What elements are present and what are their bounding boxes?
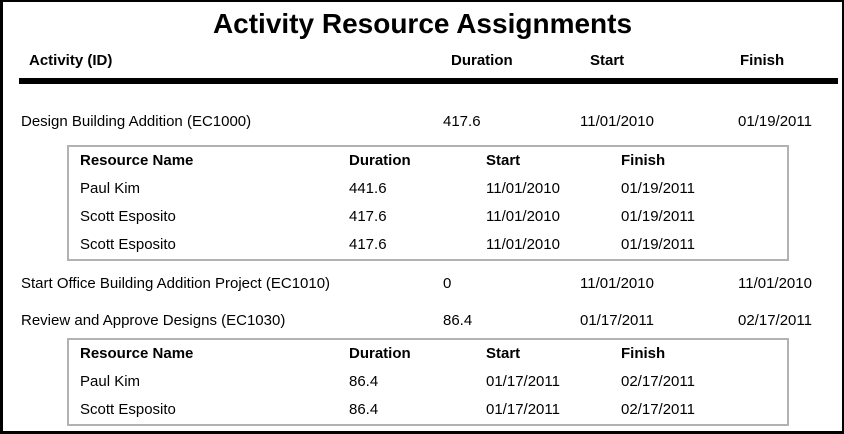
activity-start-cell: 01/17/2011: [580, 312, 654, 329]
resource-row: Scott Esposito 417.6 11/01/2010 01/19/20…: [69, 203, 787, 231]
activity-row: Design Building Addition (EC1000) 417.6 …: [3, 113, 842, 130]
resource-start-cell: 01/17/2011: [486, 401, 560, 418]
resource-header-finish: Finish: [621, 152, 666, 169]
column-header-row: Activity (ID) Duration Start Finish: [3, 52, 842, 69]
activity-name-cell: Design Building Addition (EC1000): [21, 113, 252, 130]
resource-finish-cell: 02/17/2011: [621, 373, 695, 390]
activity-row: Start Office Building Addition Project (…: [3, 275, 842, 292]
resource-name-cell: Scott Esposito: [80, 401, 176, 418]
resource-duration-cell: 441.6: [349, 180, 387, 197]
resource-row: Scott Esposito 86.4 01/17/2011 02/17/201…: [69, 396, 787, 424]
resource-start-cell: 11/01/2010: [486, 180, 560, 197]
activity-start-cell: 11/01/2010: [580, 275, 654, 292]
activity-duration-cell: 0: [443, 275, 452, 292]
resource-finish-cell: 01/19/2011: [621, 236, 695, 253]
resource-header-duration: Duration: [349, 345, 411, 362]
resource-name-cell: Scott Esposito: [80, 236, 176, 253]
resource-header-finish: Finish: [621, 345, 666, 362]
activity-finish-cell: 02/17/2011: [738, 312, 812, 329]
resource-duration-cell: 86.4: [349, 373, 379, 390]
resource-finish-cell: 01/19/2011: [621, 180, 695, 197]
resource-header-name: Resource Name: [80, 345, 194, 362]
column-header-start: Start: [590, 52, 625, 69]
resource-duration-cell: 417.6: [349, 208, 387, 225]
column-header-activity: Activity (ID): [29, 52, 113, 69]
resource-row: Paul Kim 86.4 01/17/2011 02/17/2011: [69, 368, 787, 396]
resource-name-cell: Scott Esposito: [80, 208, 176, 225]
resource-duration-cell: 86.4: [349, 401, 379, 418]
resource-row: Paul Kim 441.6 11/01/2010 01/19/2011: [69, 175, 787, 203]
resource-header-row: Resource Name Duration Start Finish: [69, 147, 787, 175]
resource-header-duration: Duration: [349, 152, 411, 169]
activity-start-cell: 11/01/2010: [580, 113, 654, 130]
resource-name-cell: Paul Kim: [80, 373, 141, 390]
column-header-duration: Duration: [451, 52, 513, 69]
resource-header-start: Start: [486, 345, 521, 362]
report-title: Activity Resource Assignments: [212, 8, 633, 39]
activity-duration-cell: 417.6: [443, 113, 481, 130]
activity-name-cell: Review and Approve Designs (EC1030): [21, 312, 286, 329]
resource-table: Resource Name Duration Start Finish Paul…: [67, 145, 789, 261]
header-rule: [19, 78, 838, 84]
resource-start-cell: 11/01/2010: [486, 208, 560, 225]
activity-finish-cell: 11/01/2010: [738, 275, 812, 292]
resource-finish-cell: 02/17/2011: [621, 401, 695, 418]
activity-finish-cell: 01/19/2011: [738, 113, 812, 130]
resource-table: Resource Name Duration Start Finish Paul…: [67, 338, 789, 426]
resource-finish-cell: 01/19/2011: [621, 208, 695, 225]
resource-start-cell: 11/01/2010: [486, 236, 560, 253]
resource-header-name: Resource Name: [80, 152, 194, 169]
resource-row: Scott Esposito 417.6 11/01/2010 01/19/20…: [69, 231, 787, 259]
column-header-finish: Finish: [740, 52, 785, 69]
activity-duration-cell: 86.4: [443, 312, 473, 329]
resource-header-row: Resource Name Duration Start Finish: [69, 340, 787, 368]
resource-header-start: Start: [486, 152, 521, 169]
activity-row: Review and Approve Designs (EC1030) 86.4…: [3, 312, 842, 329]
activity-name-cell: Start Office Building Addition Project (…: [21, 275, 331, 292]
resource-duration-cell: 417.6: [349, 236, 387, 253]
resource-name-cell: Paul Kim: [80, 180, 141, 197]
resource-start-cell: 01/17/2011: [486, 373, 560, 390]
